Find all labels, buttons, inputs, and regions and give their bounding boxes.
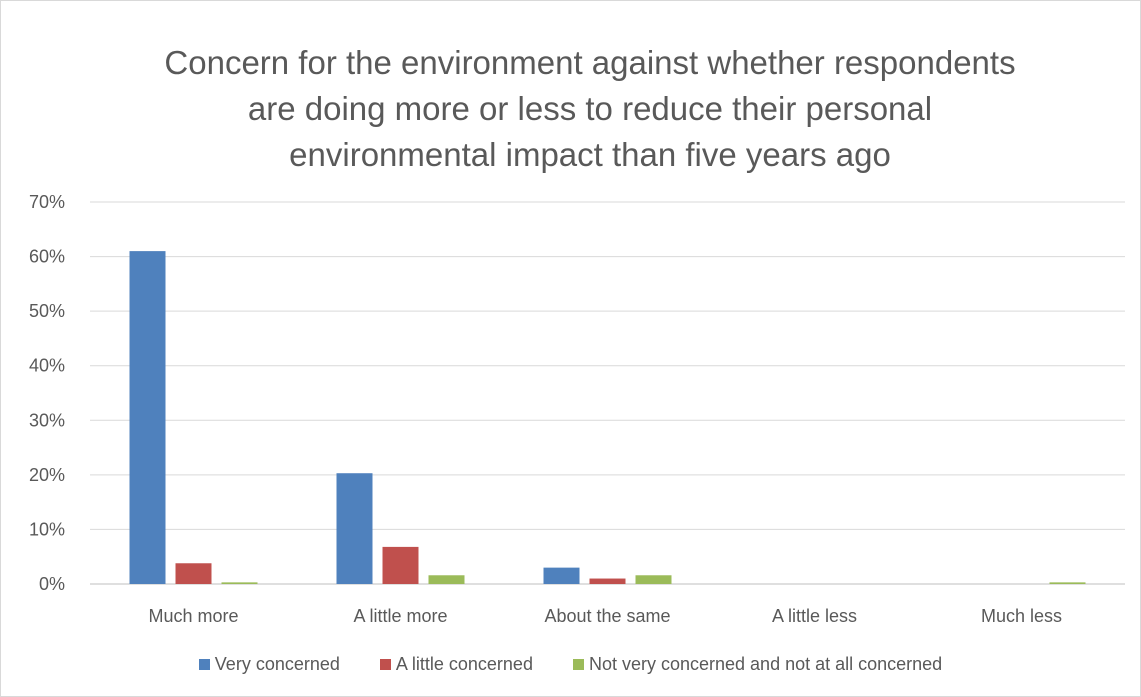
gridlines: [90, 201, 1125, 585]
y-tick-label: 30%: [29, 410, 65, 430]
category-label: Much less: [981, 606, 1062, 626]
legend-swatch: [198, 659, 210, 670]
category-label: About the same: [544, 606, 670, 626]
legend: Very concerned A little concerned Not ve…: [0, 654, 1141, 675]
y-tick-label: 60%: [29, 247, 65, 267]
chart-title-line-3: environmental impact than five years ago: [289, 136, 891, 173]
legend-label: Not very concerned and not at all concer…: [588, 654, 943, 674]
bar-about-the-same-series-1: [589, 578, 626, 584]
legend-label: Very concerned: [214, 654, 340, 674]
bar-much-more-series-0: [129, 251, 166, 584]
category-label: Much more: [148, 606, 238, 626]
chart-title-line-2: are doing more or less to reduce their p…: [247, 90, 933, 127]
bar-much-more-series-1: [175, 563, 212, 584]
legend-item-very-concerned: Very concerned: [198, 654, 340, 675]
legend-swatch: [379, 659, 391, 670]
bar-a-little-more-series-1: [382, 546, 419, 584]
y-tick-label: 10%: [29, 519, 65, 539]
y-axis-ticks: 0% 10% 20% 30% 40% 50% 60% 70%: [29, 192, 65, 594]
legend-label: A little concerned: [395, 654, 533, 674]
y-tick-label: 0%: [39, 574, 65, 594]
bar-much-more-series-2: [221, 582, 258, 584]
bars: [129, 251, 1086, 584]
bar-about-the-same-series-2: [635, 575, 672, 584]
bar-about-the-same-series-0: [543, 567, 580, 584]
bar-much-less-series-2: [1049, 582, 1086, 584]
chart-title: Concern for the environment against whet…: [90, 40, 1090, 178]
y-tick-label: 40%: [29, 356, 65, 376]
bar-a-little-more-series-2: [428, 575, 465, 584]
x-axis-categories: Much more A little more About the same A li…: [148, 606, 1062, 626]
bar-a-little-more-series-0: [336, 473, 373, 584]
chart-title-line-1: Concern for the environment against whet…: [164, 44, 1016, 81]
category-label: A little more: [353, 606, 447, 626]
category-label: A little less: [772, 606, 857, 626]
legend-swatch: [572, 659, 584, 670]
y-tick-label: 70%: [29, 192, 65, 212]
legend-item-not-very-concerned: Not very concerned and not at all concer…: [572, 654, 943, 675]
y-tick-label: 20%: [29, 465, 65, 485]
legend-item-a-little-concerned: A little concerned: [379, 654, 533, 675]
y-tick-label: 50%: [29, 301, 65, 321]
